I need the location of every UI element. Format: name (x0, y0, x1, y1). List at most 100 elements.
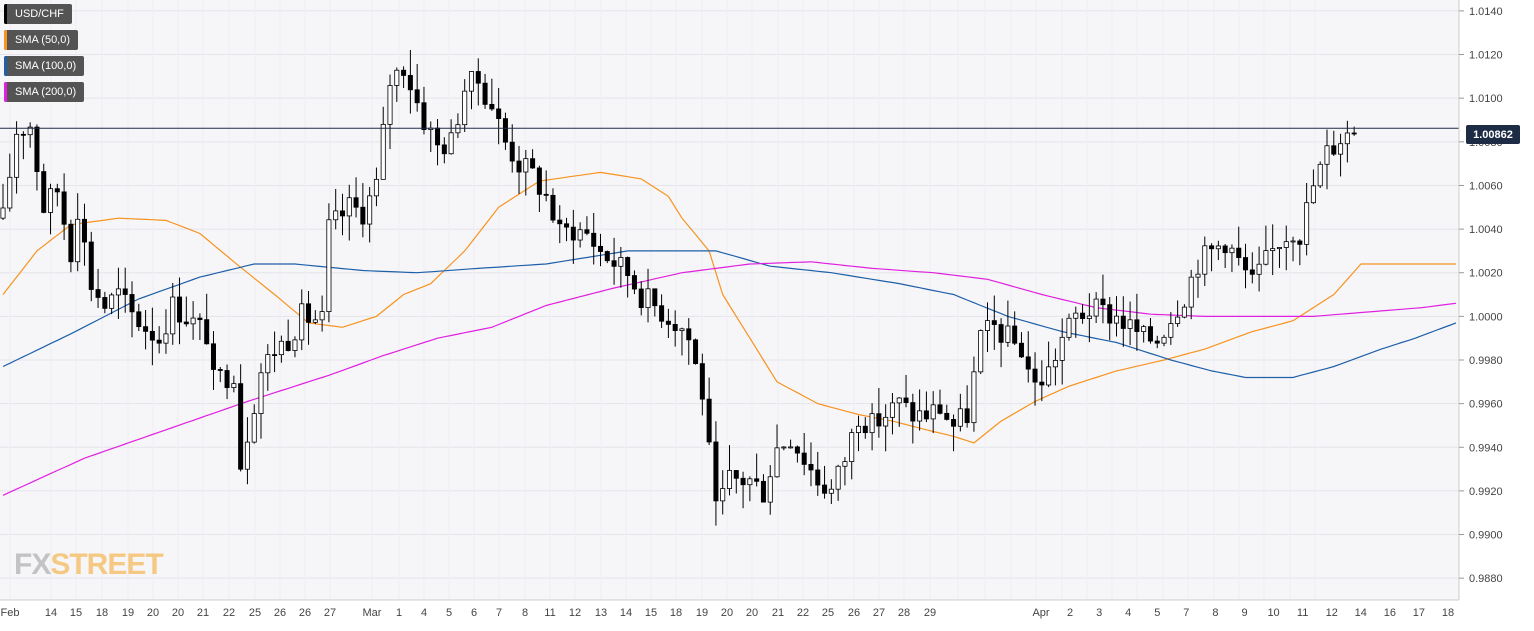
legend-swatch (4, 4, 7, 24)
candle-body (645, 288, 651, 309)
candle-body (1331, 145, 1337, 155)
candle-body (815, 469, 821, 486)
candle-body (699, 363, 705, 400)
candle-body (210, 343, 216, 370)
x-tick-label: 21 (197, 607, 209, 619)
candle-body (54, 188, 60, 193)
y-tick-label: 1.0000 (1469, 311, 1503, 323)
candle-body (652, 288, 658, 307)
candle-body (61, 191, 67, 225)
candle-body (401, 69, 407, 76)
candle-body (584, 229, 590, 234)
candle-body (204, 319, 210, 345)
candle-body (1304, 202, 1310, 245)
candle-body (869, 413, 875, 434)
x-tick-label: 19 (122, 607, 134, 619)
candle-body (238, 383, 244, 470)
candle-body (190, 317, 196, 325)
candle-body (136, 311, 142, 328)
x-tick-label: 14 (1355, 607, 1367, 619)
x-tick-label: 27 (324, 607, 336, 619)
y-tick-label: 1.0140 (1469, 6, 1503, 18)
x-tick-label: 2 (1067, 607, 1073, 619)
candle-body (306, 303, 312, 323)
candle-body (109, 294, 115, 309)
candle-body (523, 158, 529, 173)
candle-body (767, 476, 773, 503)
y-tick-label: 1.0120 (1469, 50, 1503, 62)
candle-body (394, 69, 400, 86)
candle-body (380, 123, 386, 180)
candle-body (7, 176, 13, 209)
candle-body (937, 404, 943, 414)
sma-line-sma-50-0- (2, 171, 1456, 444)
candle-body (170, 296, 176, 335)
y-tick-label: 1.0020 (1469, 268, 1503, 280)
x-tick-label: 20 (721, 607, 733, 619)
candle-body (224, 370, 230, 388)
candle-body (496, 108, 502, 119)
legend: USD/CHF SMA (50,0) SMA (100,0) SMA (200,… (4, 4, 85, 108)
x-tick-label: 11 (1297, 607, 1308, 619)
candle-body (672, 324, 678, 331)
candle-body (1114, 315, 1120, 324)
candle-body (367, 195, 373, 225)
candle-body (68, 223, 74, 263)
candle-body (597, 245, 604, 252)
candle-body (1141, 326, 1147, 332)
candle-body (801, 452, 807, 465)
candle-body (1073, 312, 1079, 319)
x-tick-label: 16 (1384, 607, 1396, 619)
candle-body (862, 425, 868, 434)
candle-body (0, 207, 6, 219)
plot-background (0, 0, 1459, 600)
candle-body (333, 210, 339, 221)
legend-item-sma100: SMA (100,0) (4, 56, 85, 76)
candle-body (842, 461, 848, 467)
candle-body (509, 141, 515, 162)
candle-body (889, 402, 895, 418)
x-tick-label: Feb (1, 607, 20, 619)
candle-body (102, 297, 108, 309)
candle-body (631, 275, 637, 290)
x-tick-label: 14 (620, 607, 632, 619)
candle-body (312, 319, 318, 323)
candle-body (828, 488, 834, 494)
candle-body (435, 127, 441, 146)
candle-body (944, 412, 950, 420)
x-tick-label: 6 (471, 607, 477, 619)
candle-body (1059, 336, 1065, 361)
x-tick-label: 22 (797, 607, 809, 619)
x-tick-label: 19 (696, 607, 708, 619)
candle-body (265, 354, 271, 374)
x-tick-label: 28 (898, 607, 910, 619)
candle-body (1270, 248, 1276, 251)
x-tick-label: 26 (274, 607, 286, 619)
candle-body (272, 354, 278, 356)
candle-body (122, 288, 128, 295)
candle-body (686, 328, 692, 341)
logo-street-text: STREET (50, 548, 163, 581)
x-tick-label: 1 (396, 607, 402, 619)
candle-body (278, 340, 284, 356)
candle-body (14, 133, 20, 178)
candle-body (1276, 247, 1282, 250)
candle-body (326, 219, 332, 312)
candle-body (1052, 360, 1058, 368)
candle-body (618, 257, 624, 267)
candle-body (129, 294, 135, 313)
y-tick-label: 0.9960 (1469, 399, 1503, 411)
candle-body (794, 446, 800, 454)
candle-body (903, 397, 909, 403)
candle-body (115, 288, 121, 296)
y-tick-label: 1.0100 (1469, 93, 1503, 105)
candle-body (373, 178, 379, 197)
candle-body (1012, 325, 1018, 344)
candle-body (706, 398, 712, 443)
x-tick-label: 17 (1413, 607, 1425, 619)
candle-body (1080, 312, 1086, 319)
candle-body (75, 218, 81, 263)
candle-body (1297, 240, 1303, 245)
candle-body (659, 305, 665, 322)
